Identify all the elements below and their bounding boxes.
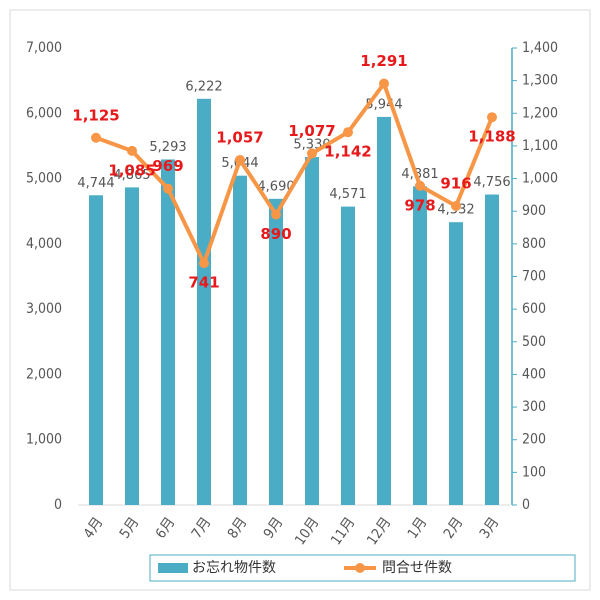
line-marker <box>379 78 389 89</box>
line-marker <box>235 154 245 165</box>
legend-box <box>149 554 576 582</box>
y2-tick-label: 400 <box>522 366 546 382</box>
bar <box>269 198 283 505</box>
y2-tick-label: 600 <box>522 301 546 317</box>
y2-tick-label: 500 <box>522 334 546 350</box>
line-value-label: 890 <box>260 225 291 243</box>
bar-value-label: 4,865 <box>113 168 150 183</box>
line-value-label: 1,077 <box>288 122 335 140</box>
line-value-label: 1,142 <box>324 143 371 161</box>
y2-tick-label: 1,300 <box>522 73 558 89</box>
bar <box>485 194 499 505</box>
y-tick-label: 0 <box>54 497 62 513</box>
y-tick-label: 6,000 <box>26 105 62 121</box>
line-marker <box>451 200 461 211</box>
y-tick-label: 1,000 <box>26 432 62 448</box>
line-marker <box>163 183 173 194</box>
line-value-label: 969 <box>152 157 183 175</box>
y2-tick-label: 800 <box>522 236 546 252</box>
bar <box>197 98 211 505</box>
bar-value-label: 4,690 <box>257 179 294 194</box>
legend-label: 問合せ件数 <box>382 560 452 576</box>
y-tick-label: 7,000 <box>26 40 62 56</box>
y2-tick-label: 700 <box>522 269 546 285</box>
bar <box>305 157 319 505</box>
bar <box>89 195 103 505</box>
line-value-label: 1,291 <box>360 52 407 70</box>
line <box>95 79 494 269</box>
bar-value-label: 4,571 <box>329 187 366 202</box>
y2-tick-label: 1,400 <box>522 40 558 56</box>
bar <box>161 159 175 505</box>
line-value-label: 978 <box>404 196 435 214</box>
line-marker <box>127 145 137 156</box>
bar <box>233 175 247 505</box>
y-tick-label: 5,000 <box>26 171 62 187</box>
y2-tick-label: 200 <box>522 432 546 448</box>
y2-tick-label: 900 <box>522 203 546 219</box>
bar <box>449 222 463 505</box>
y2-tick-label: 300 <box>522 399 546 415</box>
y-tick-label: 2,000 <box>26 366 62 382</box>
legend-swatch <box>158 563 188 573</box>
y2-tick-label: 0 <box>522 497 530 513</box>
bar-value-label: 4,744 <box>77 176 114 191</box>
bar <box>125 187 139 505</box>
bar <box>341 206 355 506</box>
y2-tick-label: 1,100 <box>522 138 558 154</box>
y-tick-label: 3,000 <box>26 301 62 317</box>
line-marker <box>271 209 281 220</box>
bar-value-label: 5,293 <box>149 140 186 155</box>
bar <box>413 186 427 505</box>
bar-value-label: 4,881 <box>401 167 438 182</box>
line-marker <box>343 127 353 138</box>
line-value-label: 741 <box>188 274 219 292</box>
y2-tick-label: 1,000 <box>522 171 558 187</box>
y2-tick-label: 1,200 <box>522 105 558 121</box>
line-marker <box>91 132 101 143</box>
bar-value-label: 4,756 <box>473 175 510 190</box>
y2-tick-label: 100 <box>522 464 546 480</box>
line-value-label: 1,188 <box>468 128 515 146</box>
bar-value-label: 6,222 <box>185 79 222 94</box>
bar <box>377 116 391 505</box>
line-value-label: 1,125 <box>72 106 119 124</box>
line-value-label: 1,057 <box>216 128 263 146</box>
line-marker <box>415 180 425 191</box>
line-value-label: 916 <box>440 174 471 192</box>
y-tick-label: 4,000 <box>26 236 62 252</box>
legend-swatch <box>355 563 365 573</box>
legend-label: お忘れ物件数 <box>192 560 276 576</box>
line-value-label: 1,085 <box>108 161 155 179</box>
line-marker <box>307 148 317 159</box>
line-marker <box>199 258 209 269</box>
line-marker <box>487 112 497 123</box>
